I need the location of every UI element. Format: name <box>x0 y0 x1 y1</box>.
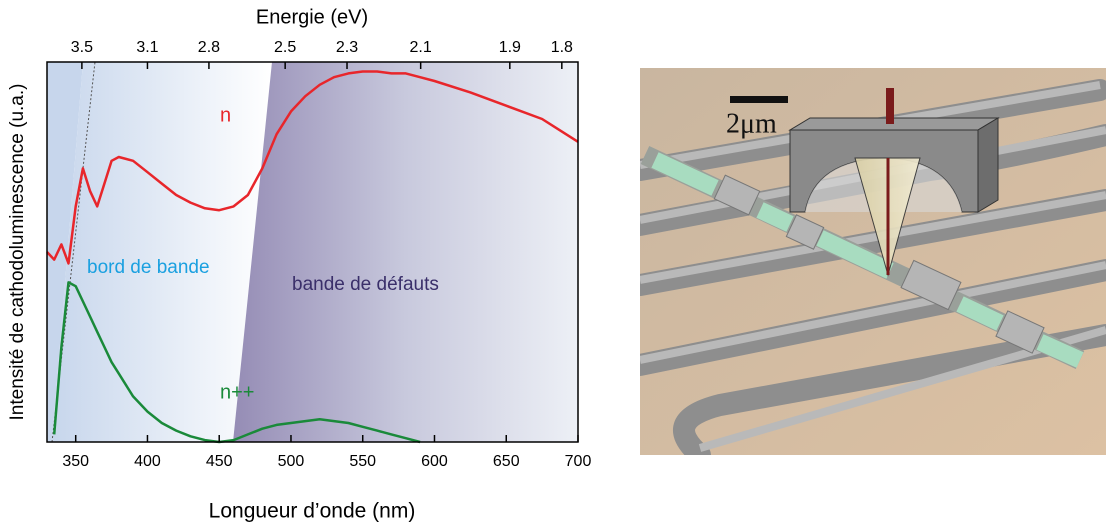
x-tick-label: 550 <box>349 453 376 470</box>
plot <box>46 70 579 444</box>
x-axis-label: Longueur d’onde (nm) <box>209 500 416 523</box>
y-axis-label: Intensité de cathodoluminescence (u.a.) <box>7 84 28 421</box>
plot-frame <box>46 61 579 443</box>
x-tick-label: 600 <box>421 453 448 470</box>
x2-tick-label: 2.3 <box>336 39 358 56</box>
defect-band <box>233 62 578 442</box>
x2-tick-label: 3.5 <box>71 39 93 56</box>
annotation: bande de défauts <box>292 274 439 295</box>
x2-tick-label: 2.8 <box>198 39 220 56</box>
x-tick-label: 500 <box>278 453 305 470</box>
sem-image: 2μm <box>640 68 1106 455</box>
x2-tick-label: 2.1 <box>410 39 432 56</box>
x2-tick-label: 1.8 <box>551 39 573 56</box>
x-tick-label: 700 <box>565 453 592 470</box>
x-tick-label: 350 <box>62 453 89 470</box>
x2-tick-label: 3.1 <box>136 39 158 56</box>
x2-axis-label: Energie (eV) <box>256 6 368 28</box>
series-label: n++ <box>220 381 254 403</box>
x2-tick-label: 1.9 <box>499 39 521 56</box>
x-tick-label: 450 <box>206 453 233 470</box>
series-line <box>52 281 421 444</box>
scale-bar-label: 2μm <box>726 108 777 139</box>
x-tick-label: 400 <box>134 453 161 470</box>
x2-tick-label: 2.5 <box>274 39 296 56</box>
series-line <box>46 70 579 265</box>
x-tick-label: 650 <box>493 453 520 470</box>
annotation: bord de bande <box>87 257 210 278</box>
series-label: n <box>220 104 231 126</box>
edge-band <box>52 62 272 442</box>
